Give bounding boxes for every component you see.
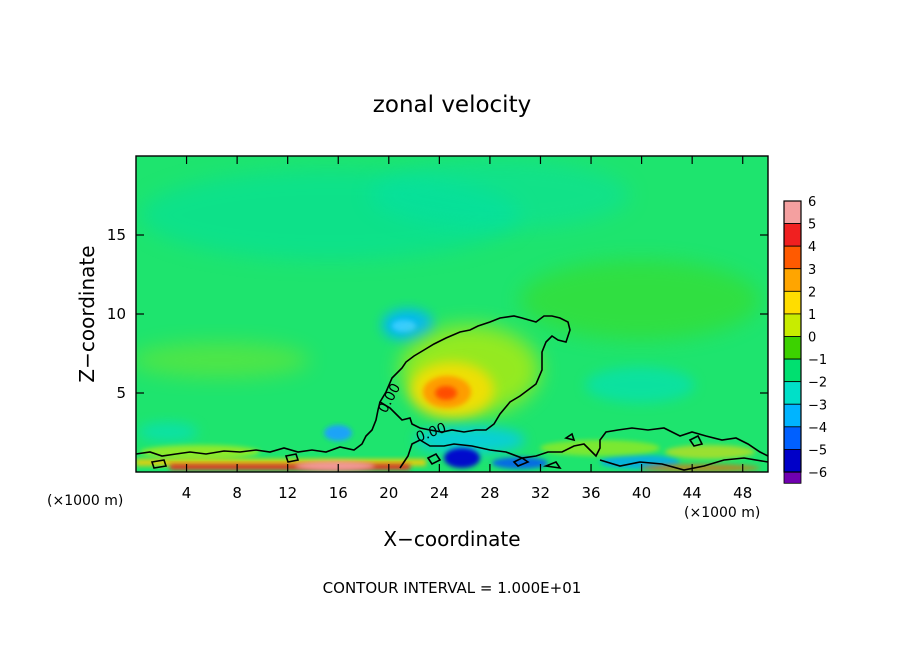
contour-interval-note: CONTOUR INTERVAL = 1.000E+01 xyxy=(323,579,582,597)
contour-small-loop-7 xyxy=(284,453,300,463)
y-axis-ticks: 5 10 15 xyxy=(107,226,768,402)
colorbar-cell xyxy=(783,336,802,360)
contour-small-loop-2 xyxy=(512,457,530,467)
colorbar-cell xyxy=(783,403,802,428)
colorbar-cell xyxy=(783,268,802,292)
bottom-band-yellow xyxy=(136,459,426,466)
contour-bottom-middle xyxy=(399,427,768,469)
colorbar: 6 5 4 3 2 1 0 −1 −2 −3 −4 −5 −6 xyxy=(783,195,827,484)
zero-contours xyxy=(136,315,768,471)
positive-core-red xyxy=(435,386,457,400)
right-green-region xyxy=(520,260,760,340)
colorbar-cell xyxy=(783,358,802,383)
x-unit-left: (×1000 m) xyxy=(47,493,123,509)
contour-small-loop-5 xyxy=(688,434,704,447)
colorbar-label: 6 xyxy=(808,195,816,210)
colorbar-label: −4 xyxy=(808,421,827,436)
colorbar-cell xyxy=(783,381,802,405)
colorbar-label: 3 xyxy=(808,263,816,278)
x-tick-label: 24 xyxy=(430,484,449,502)
colorbar-label: 2 xyxy=(808,285,816,300)
x-tick-label: 40 xyxy=(632,484,651,502)
bottom-noise-3 xyxy=(665,445,755,459)
colorbar-cell xyxy=(783,449,802,473)
x-tick-label: 8 xyxy=(232,484,242,502)
chart-title: zonal velocity xyxy=(373,92,531,118)
colorbar-cell xyxy=(783,471,802,484)
upper-cyan-tongue-2 xyxy=(370,160,630,230)
neg-blob-lower-left xyxy=(324,425,352,441)
colorbar-frame xyxy=(783,200,802,473)
colorbar-cell xyxy=(783,245,802,270)
x-tick-label: 4 xyxy=(182,484,192,502)
x-tick-label: 20 xyxy=(379,484,398,502)
x-tick-label: 12 xyxy=(278,484,297,502)
x-tick-label: 16 xyxy=(329,484,348,502)
colorbar-cell xyxy=(783,200,802,224)
x-tick-label: 32 xyxy=(531,484,550,502)
colorbar-label: −2 xyxy=(808,376,827,391)
contour-bottom-middle-2 xyxy=(599,457,768,471)
colorbar-label: −6 xyxy=(808,466,827,481)
x-tick-label: 48 xyxy=(733,484,752,502)
contour-small-loop-4 xyxy=(542,461,562,470)
colorbar-labels: 6 5 4 3 2 1 0 −1 −2 −3 −4 −5 −6 xyxy=(808,195,827,481)
x-axis-ticks: 4 8 12 16 20 24 28 32 36 40 44 48 xyxy=(182,156,752,502)
field-blobs xyxy=(136,160,760,472)
colorbar-label: 4 xyxy=(808,240,816,255)
colorbar-label: −5 xyxy=(808,443,827,458)
colorbar-cell xyxy=(783,313,802,337)
colorbar-cell xyxy=(783,223,802,247)
plot-area: 0.00 0.00 xyxy=(136,156,768,472)
colorbar-label: −1 xyxy=(808,353,827,368)
contour-main xyxy=(378,315,571,433)
bottom-band-hot xyxy=(295,461,375,471)
contour-left-boundary xyxy=(136,401,381,457)
bottom-band-red xyxy=(170,464,410,470)
colorbar-label: −3 xyxy=(808,398,827,413)
left-yellowgreen-band xyxy=(136,342,310,378)
neg-blob-upper-mid-core xyxy=(392,320,416,332)
x-tick-label: 44 xyxy=(683,484,702,502)
mid-lower-cyan xyxy=(415,426,525,454)
colorbar-cells xyxy=(783,200,802,484)
contour-small-loop-1 xyxy=(426,452,442,466)
y-axis-label: Z−coordinate xyxy=(75,245,99,382)
left-cyan-patch xyxy=(138,422,198,442)
y-tick-label: 5 xyxy=(116,384,126,402)
neg-blob-deep-2 xyxy=(492,457,548,469)
y-tick-label: 10 xyxy=(107,305,126,323)
colorbar-cell xyxy=(783,290,802,315)
x-tick-label: 28 xyxy=(480,484,499,502)
colorbar-label: 0 xyxy=(808,331,816,346)
colorbar-label: 1 xyxy=(808,308,816,323)
right-cyan-region xyxy=(585,367,695,403)
y-tick-label: 15 xyxy=(107,226,126,244)
contour-small-loop-3 xyxy=(564,432,576,442)
colorbar-cell xyxy=(783,426,802,450)
x-tick-label: 36 xyxy=(581,484,600,502)
contour-small-loop-6 xyxy=(150,459,168,469)
x-axis-label: X−coordinate xyxy=(383,527,520,551)
x-unit-right: (×1000 m) xyxy=(684,505,760,521)
neg-blob-deep xyxy=(444,448,480,468)
bottom-band-right xyxy=(640,464,760,472)
colorbar-label: 5 xyxy=(808,218,816,233)
